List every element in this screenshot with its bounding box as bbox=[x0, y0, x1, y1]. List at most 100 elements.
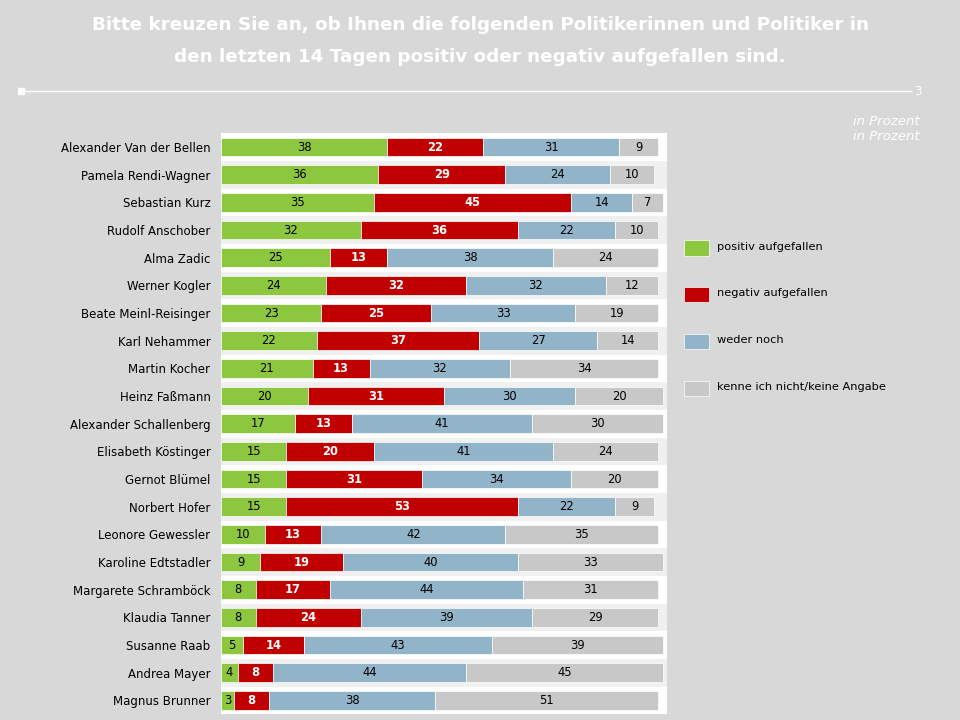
Text: 36: 36 bbox=[432, 223, 447, 237]
Bar bbox=[532, 414, 662, 433]
Text: 44: 44 bbox=[420, 583, 434, 596]
Bar bbox=[322, 304, 431, 323]
Bar bbox=[221, 161, 667, 189]
Bar bbox=[221, 631, 667, 659]
Bar bbox=[221, 663, 238, 682]
Bar bbox=[221, 465, 667, 493]
Bar bbox=[344, 553, 518, 572]
Text: 3: 3 bbox=[914, 84, 922, 97]
Text: 15: 15 bbox=[247, 500, 261, 513]
Text: 34: 34 bbox=[577, 362, 591, 375]
Bar bbox=[684, 240, 708, 256]
Bar bbox=[221, 414, 296, 433]
Bar bbox=[484, 138, 619, 156]
Bar bbox=[553, 442, 659, 461]
Bar bbox=[221, 525, 265, 544]
Text: 32: 32 bbox=[388, 279, 404, 292]
Bar bbox=[221, 382, 667, 410]
Text: 41: 41 bbox=[456, 445, 471, 458]
Bar bbox=[571, 193, 633, 212]
Text: 19: 19 bbox=[610, 307, 624, 320]
Text: 8: 8 bbox=[248, 694, 255, 707]
Text: 5: 5 bbox=[228, 639, 235, 652]
Bar bbox=[238, 663, 274, 682]
Text: negativ aufgefallen: negativ aufgefallen bbox=[717, 289, 828, 298]
Bar bbox=[479, 331, 597, 350]
Bar bbox=[575, 387, 662, 405]
Text: 20: 20 bbox=[257, 390, 272, 402]
Text: 31: 31 bbox=[544, 140, 559, 153]
Bar bbox=[387, 138, 484, 156]
Bar bbox=[330, 580, 523, 599]
Bar bbox=[221, 189, 667, 216]
Text: 13: 13 bbox=[333, 362, 349, 375]
Bar bbox=[684, 381, 708, 396]
Text: 29: 29 bbox=[434, 168, 450, 181]
Bar bbox=[221, 659, 667, 687]
Text: 9: 9 bbox=[237, 556, 244, 569]
Text: 24: 24 bbox=[599, 251, 613, 264]
Bar bbox=[505, 525, 659, 544]
Bar bbox=[387, 248, 553, 267]
Text: 9: 9 bbox=[636, 140, 642, 153]
Text: 32: 32 bbox=[432, 362, 447, 375]
Text: 15: 15 bbox=[247, 445, 261, 458]
Text: 44: 44 bbox=[362, 666, 377, 679]
Bar bbox=[221, 133, 667, 161]
Text: 20: 20 bbox=[612, 390, 626, 402]
Text: 40: 40 bbox=[423, 556, 438, 569]
Bar bbox=[221, 387, 308, 405]
Bar bbox=[221, 553, 260, 572]
Bar bbox=[221, 469, 286, 488]
Text: 33: 33 bbox=[495, 307, 511, 320]
Text: 24: 24 bbox=[550, 168, 565, 181]
Text: 45: 45 bbox=[557, 666, 571, 679]
Text: 14: 14 bbox=[620, 334, 636, 347]
Text: 30: 30 bbox=[589, 417, 605, 431]
Bar bbox=[431, 304, 575, 323]
Text: 3: 3 bbox=[224, 694, 231, 707]
Bar bbox=[611, 166, 654, 184]
Text: 38: 38 bbox=[297, 140, 311, 153]
Text: 34: 34 bbox=[490, 472, 504, 485]
Text: 14: 14 bbox=[594, 196, 609, 209]
Bar bbox=[378, 166, 505, 184]
Text: 7: 7 bbox=[644, 196, 651, 209]
Bar bbox=[286, 442, 374, 461]
Text: 8: 8 bbox=[234, 583, 242, 596]
Text: 37: 37 bbox=[390, 334, 406, 347]
Bar bbox=[619, 138, 659, 156]
Bar bbox=[330, 248, 387, 267]
Text: 31: 31 bbox=[369, 390, 384, 402]
Bar bbox=[510, 359, 659, 378]
Bar bbox=[286, 498, 518, 516]
Text: 19: 19 bbox=[294, 556, 310, 569]
Text: 31: 31 bbox=[584, 583, 598, 596]
Bar bbox=[274, 663, 466, 682]
Bar bbox=[518, 220, 614, 240]
Bar bbox=[317, 331, 479, 350]
Bar bbox=[575, 304, 659, 323]
Text: 13: 13 bbox=[350, 251, 367, 264]
Bar bbox=[325, 276, 466, 294]
Text: 35: 35 bbox=[290, 196, 304, 209]
Text: 43: 43 bbox=[391, 639, 405, 652]
Text: 12: 12 bbox=[625, 279, 639, 292]
Bar bbox=[435, 691, 659, 710]
Bar bbox=[606, 276, 659, 294]
Bar bbox=[422, 469, 571, 488]
Text: 9: 9 bbox=[631, 500, 638, 513]
Bar bbox=[221, 193, 374, 212]
Bar bbox=[492, 636, 662, 654]
Text: 51: 51 bbox=[540, 694, 554, 707]
Bar bbox=[374, 193, 571, 212]
Bar bbox=[243, 636, 304, 654]
Text: 31: 31 bbox=[347, 472, 362, 485]
Text: 24: 24 bbox=[599, 445, 613, 458]
Bar bbox=[221, 216, 667, 244]
Bar bbox=[221, 498, 286, 516]
Bar bbox=[221, 603, 667, 631]
Text: 17: 17 bbox=[251, 417, 265, 431]
Text: 42: 42 bbox=[406, 528, 420, 541]
Text: 29: 29 bbox=[588, 611, 602, 624]
